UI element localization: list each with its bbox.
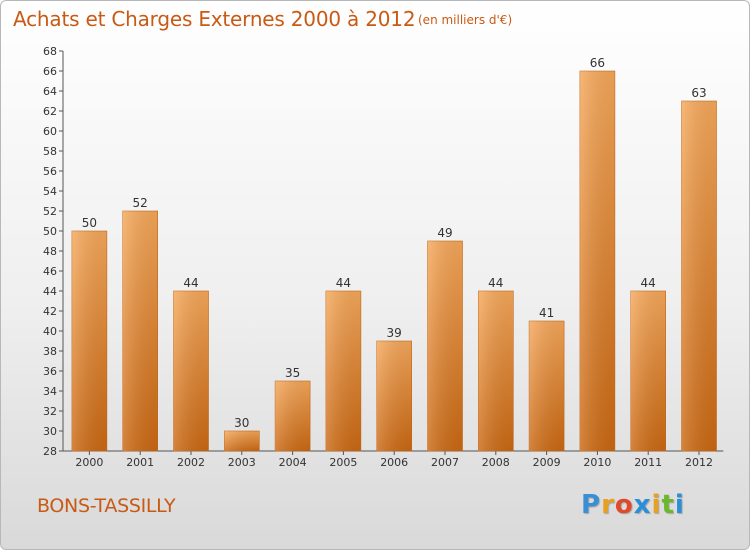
bar-value-label: 35 (285, 366, 300, 380)
logo-letter: t (661, 490, 675, 520)
x-tick-label: 2010 (583, 456, 611, 469)
bar-shade (122, 211, 158, 451)
bar-shade (71, 231, 107, 451)
logo-letter: x (633, 490, 652, 520)
y-tick-label: 42 (43, 305, 57, 318)
bar-value-label: 44 (336, 276, 351, 290)
x-tick-label: 2008 (482, 456, 510, 469)
x-tick-label: 2012 (685, 456, 713, 469)
y-tick-label: 50 (43, 225, 57, 238)
bars-group (71, 70, 717, 452)
value-labels-group: 50 52 44 30 35 44 39 49 44 41 66 44 63 (82, 56, 707, 430)
bar-shade (529, 321, 565, 451)
y-tick-label: 30 (43, 425, 57, 438)
x-tick-label: 2006 (380, 456, 408, 469)
y-tick-label: 38 (43, 345, 57, 358)
x-axis: 2000 2001 2002 2003 2004 2005 2006 2007 2008 2009… (63, 450, 724, 469)
bar-value-label: 30 (234, 416, 249, 430)
bar-shade (579, 71, 615, 451)
y-tick-label: 34 (43, 385, 57, 398)
y-tick-label: 60 (43, 125, 57, 138)
chart-title: Achats et Charges Externes 2000 à 2012 (13, 7, 416, 31)
bar-shade (427, 241, 463, 451)
y-tick-label: 56 (43, 165, 57, 178)
y-axis: 28 30 32 34 36 38 40 42 44 46 48 50 52 54 56 58 60 62 64 66… (43, 45, 64, 458)
bar-value-label: 44 (488, 276, 503, 290)
proxiti-logo: Proxiti (581, 490, 685, 520)
x-tick-label: 2007 (431, 456, 459, 469)
bar-shade (173, 291, 209, 451)
logo-letter: i (674, 490, 685, 520)
bar-shade (478, 291, 514, 451)
y-tick-label: 40 (43, 325, 57, 338)
x-tick-label: 2005 (329, 456, 357, 469)
y-tick-label: 54 (43, 185, 57, 198)
y-tick-label: 58 (43, 145, 57, 158)
bar-shade (681, 101, 717, 451)
y-tick-label: 28 (43, 445, 57, 458)
bar-value-label: 52 (133, 196, 148, 210)
y-tick-label: 32 (43, 405, 57, 418)
bar-value-label: 66 (590, 56, 605, 70)
y-tick-label: 48 (43, 245, 57, 258)
bar-value-label: 44 (183, 276, 198, 290)
y-tick-label: 66 (43, 65, 57, 78)
x-tick-label: 2004 (279, 456, 307, 469)
x-tick-label: 2001 (126, 456, 154, 469)
bar-value-label: 50 (82, 216, 97, 230)
bar-value-label: 44 (641, 276, 656, 290)
y-tick-label: 36 (43, 365, 57, 378)
x-tick-label: 2009 (533, 456, 561, 469)
y-tick-label: 46 (43, 265, 57, 278)
y-tick-label: 68 (43, 45, 57, 58)
bar-value-label: 41 (539, 306, 554, 320)
chart-subtitle: (en milliers d'€) (418, 13, 513, 27)
logo-letter: P (581, 490, 602, 520)
y-tick-label: 64 (43, 85, 57, 98)
y-tick-label: 44 (43, 285, 57, 298)
logo-letter: i (651, 490, 662, 520)
y-tick-label: 62 (43, 105, 57, 118)
bar-shade (630, 291, 666, 451)
bar-shade (224, 431, 260, 451)
logo-letter: r (601, 490, 615, 520)
bar-value-label: 39 (387, 326, 402, 340)
x-tick-label: 2000 (75, 456, 103, 469)
bar-value-label: 49 (437, 226, 452, 240)
x-tick-label: 2003 (228, 456, 256, 469)
x-tick-label: 2011 (634, 456, 662, 469)
bar-shade (376, 341, 412, 451)
logo-letter: o (614, 490, 634, 520)
commune-name: BONS-TASSILLY (37, 495, 176, 517)
y-tick-label: 52 (43, 205, 57, 218)
bar-shade (275, 381, 311, 451)
bar-value-label: 63 (691, 86, 706, 100)
x-tick-label: 2002 (177, 456, 205, 469)
bar-shade (325, 291, 361, 451)
